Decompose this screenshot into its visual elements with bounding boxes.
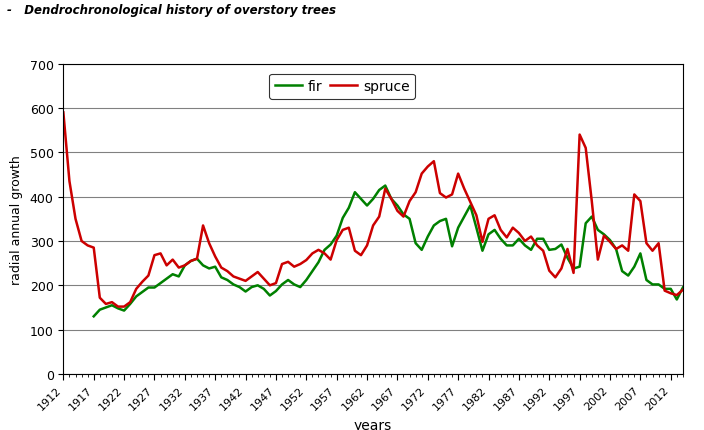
Line: fir: fir [94,186,683,316]
fir [466,203,474,209]
spruce [235,276,244,282]
Text: -   Dendrochronological history of overstory trees: - Dendrochronological history of oversto… [7,4,336,17]
spruce [59,111,68,116]
Legend: fir, spruce: fir, spruce [269,74,415,100]
fir [679,285,687,290]
spruce [114,304,122,310]
X-axis label: years: years [354,418,392,430]
spruce [642,241,650,246]
fir [126,301,134,307]
spruce [679,288,687,293]
fir [89,314,98,319]
fir [369,197,377,202]
fir [381,184,389,189]
spruce [630,192,639,197]
fir [545,248,553,253]
Line: spruce: spruce [63,113,683,307]
spruce [624,249,632,254]
fir [138,290,146,295]
fir [424,234,432,240]
spruce [424,165,432,170]
spruce [612,247,620,252]
Y-axis label: radial annual growth: radial annual growth [10,154,23,284]
